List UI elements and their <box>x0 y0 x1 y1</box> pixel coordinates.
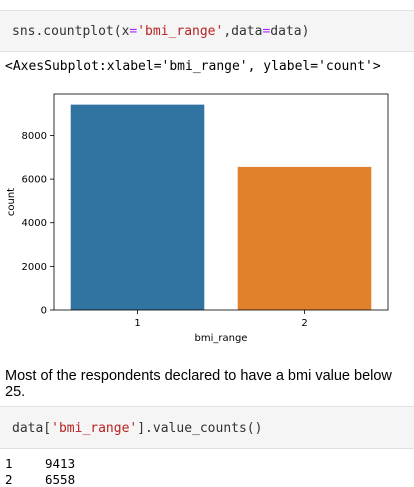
y-tick-label: 4000 <box>22 218 47 229</box>
x-tick-label: 2 <box>301 318 307 329</box>
code-line: sns.countplot(x='bmi_range',data=data) <box>12 24 309 39</box>
y-tick-label: 2000 <box>22 262 47 273</box>
value-count-row: 2 6558 <box>5 472 75 487</box>
countplot-chart: 1 2 0 2000 4000 6000 8000 bmi_range count <box>6 93 389 344</box>
code-line: data['bmi_range'].value_counts() <box>12 421 262 436</box>
code-token: x <box>121 24 130 39</box>
code-token: = <box>129 24 138 39</box>
code-token: ].value_counts() <box>137 421 263 436</box>
code-cell-countplot[interactable]: sns.countplot(x='bmi_range',data=data) <box>0 10 414 52</box>
y-tick-label: 0 <box>41 306 47 317</box>
bar-2 <box>237 166 372 310</box>
x-axis-label: bmi_range <box>195 333 248 344</box>
value-count-value: 9413 <box>45 456 76 471</box>
x-tick-label: 1 <box>134 318 140 329</box>
code-token: data[ <box>12 421 52 436</box>
bar-1 <box>70 104 205 310</box>
plot-frame <box>53 93 389 311</box>
code-cell-value-counts[interactable]: data['bmi_range'].value_counts() <box>0 406 414 449</box>
code-token: 'bmi_range' <box>137 24 224 39</box>
y-tick-label: 8000 <box>22 131 47 142</box>
y-tick-label: 6000 <box>22 175 47 186</box>
code-token: ,data <box>223 24 263 39</box>
y-axis-label: count <box>6 188 17 216</box>
value-count-index: 2 <box>5 472 13 487</box>
value-count-value: 6558 <box>45 472 76 487</box>
value-count-row: 1 9413 <box>5 456 75 471</box>
code-token: sns.countplot( <box>12 24 122 39</box>
markdown-text: Most of the respondents declared to have… <box>5 368 392 400</box>
code-token: = <box>262 24 271 39</box>
code-token: 'bmi_range' <box>51 421 138 436</box>
code-token: data) <box>270 24 310 39</box>
axes-repr-output: <AxesSubplot:xlabel='bmi_range', ylabel=… <box>5 59 381 74</box>
value-count-index: 1 <box>5 456 13 471</box>
